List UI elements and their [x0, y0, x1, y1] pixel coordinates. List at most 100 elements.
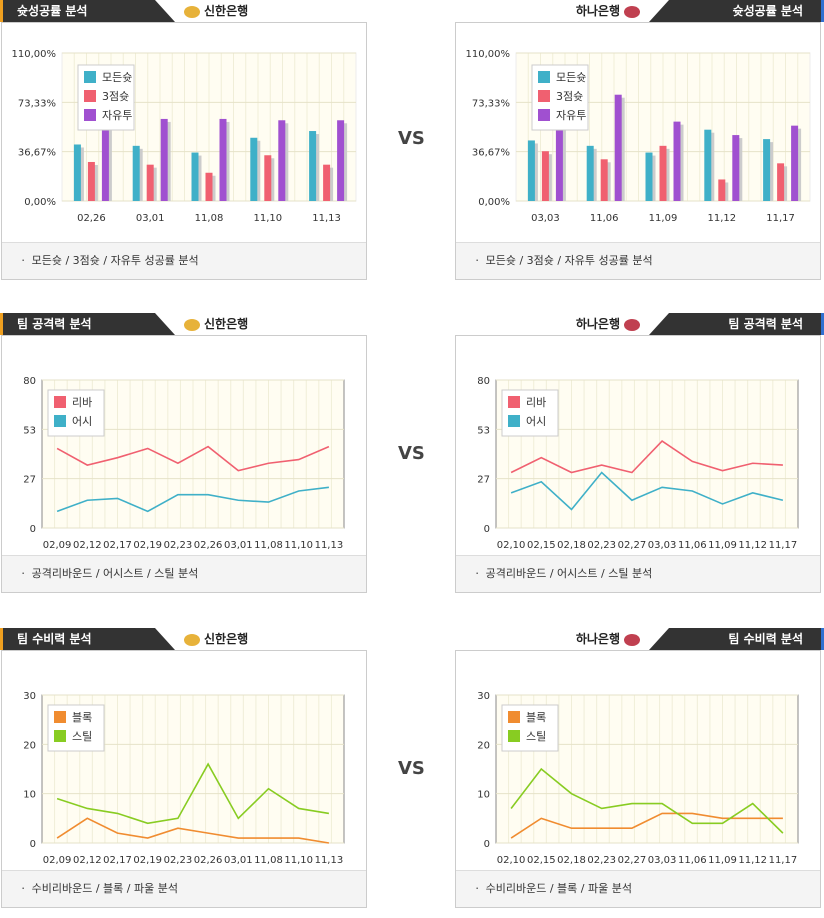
chart-caption: ㆍ 공격리바운드 / 어시스트 / 스틸 분석: [456, 555, 820, 592]
x-tick-label: 03,01: [136, 213, 165, 224]
legend-swatch: [84, 109, 96, 121]
y-tick-label: 30: [477, 691, 490, 702]
chart-caption: ㆍ 공격리바운드 / 어시스트 / 스틸 분석: [2, 555, 366, 592]
y-tick-label: 10: [477, 790, 490, 801]
chart-panel-left: 0 27 53 80 02,09 02,12 02,17 02,19 02,23 02,26 03,…: [1, 335, 367, 593]
bar: [527, 140, 535, 201]
x-tick-label: 02,23: [587, 540, 616, 551]
team-left: 신한은행: [180, 316, 248, 332]
y-tick-label: 0: [30, 524, 36, 535]
shinhan-logo-icon: [184, 318, 200, 331]
series-line: [56, 445, 330, 472]
y-tick-label: 73,33%: [18, 98, 56, 109]
x-tick-label: 11,06: [678, 855, 707, 866]
x-tick-label: 02,09: [43, 540, 72, 551]
section-title-right: 팀 공격력 분석: [649, 313, 824, 335]
legend-swatch: [84, 90, 96, 102]
x-tick-label: 02,10: [497, 540, 526, 551]
y-tick-label: 0: [30, 839, 36, 850]
x-tick-label: 11,09: [649, 213, 678, 224]
y-tick-label: 0,00%: [24, 197, 56, 208]
chart-panel-right: 0 27 53 80 02,10 02,15 02,18 02,23 02,27 03,03 11,…: [455, 335, 821, 593]
x-tick-label: 02,15: [527, 855, 556, 866]
y-tick-label: 20: [477, 740, 490, 751]
x-tick-label: 11,08: [195, 213, 224, 224]
chart-panel-right: 0,00% 36,67% 73,33% 110,00% 03,03 11,06 11,09 1…: [455, 22, 821, 280]
x-tick-label: 02,27: [618, 540, 647, 551]
x-tick-label: 02,19: [133, 855, 162, 866]
legend-label: 모든슛: [556, 71, 586, 84]
chart-caption: ㆍ 모든슛 / 3점슛 / 자유투 성공률 분석: [456, 242, 820, 279]
bar: [205, 172, 213, 201]
y-tick-label: 30: [23, 691, 36, 702]
section-title-left: 팀 수비력 분석: [0, 628, 175, 650]
bar: [541, 151, 549, 201]
series-line: [510, 812, 783, 839]
x-tick-label: 11,13: [312, 213, 341, 224]
series-line: [510, 471, 784, 511]
team-left: 신한은행: [180, 631, 248, 647]
legend-swatch: [54, 711, 66, 723]
bar: [87, 161, 95, 201]
chart-caption: ㆍ 수비리바운드 / 블록 / 파울 분석: [2, 870, 366, 907]
shooting-chart-right: 0,00% 36,67% 73,33% 110,00% 03,03 11,06 11,09 1…: [466, 49, 811, 224]
legend-swatch: [54, 415, 66, 427]
legend-label: 3점슛: [102, 90, 129, 103]
legend-label: 블록: [72, 711, 92, 724]
chart-caption: ㆍ 수비리바운드 / 블록 / 파울 분석: [456, 870, 820, 907]
y-tick-label: 0: [484, 524, 490, 535]
x-tick-label: 11,13: [315, 855, 344, 866]
x-tick-label: 11,17: [769, 540, 798, 551]
team-right-name: 하나은행: [575, 632, 620, 646]
x-tick-label: 02,17: [103, 855, 132, 866]
y-tick-label: 20: [23, 740, 36, 751]
x-tick-label: 02,27: [618, 855, 647, 866]
x-tick-label: 03,03: [531, 213, 560, 224]
defense-chart-left: 0 10 20 30 02,09 02,12 02,17 02,19 02,23 02,26 03,…: [23, 691, 345, 866]
x-tick-label: 02,26: [77, 213, 106, 224]
bar: [600, 159, 608, 201]
bar: [191, 152, 199, 201]
legend-swatch: [84, 71, 96, 83]
section-title-right: 슛성공률 분석: [649, 0, 824, 22]
x-tick-label: 02,15: [527, 540, 556, 551]
shooting-chart-left: 0,00% 36,67% 73,33% 110,00% 02,26 03,01 11,08 1…: [12, 49, 357, 224]
bar: [323, 164, 331, 201]
bar: [73, 144, 81, 201]
attack-section: 팀 공격력 분석 신한은행 하나은행 팀 공격력 분석 0 27 53 80 02,09…: [0, 313, 824, 603]
x-tick-label: 11,13: [315, 540, 344, 551]
team-left: 신한은행: [180, 3, 248, 19]
legend-swatch: [508, 730, 520, 742]
bar: [264, 155, 272, 201]
x-tick-label: 02,23: [164, 540, 193, 551]
x-tick-label: 11,06: [678, 540, 707, 551]
series-line: [56, 817, 330, 844]
legend-label: 자유투: [556, 109, 586, 122]
chart-panel-left: 0,00% 36,67% 73,33% 110,00% 02,26 03,01 11,08 1…: [1, 22, 367, 280]
y-tick-label: 0: [484, 839, 490, 850]
series-line: [56, 762, 330, 825]
bar: [146, 164, 154, 201]
y-tick-label: 27: [23, 475, 36, 486]
vs-label: VS: [398, 443, 425, 464]
legend-label: 어시: [526, 415, 546, 428]
bar: [278, 120, 286, 201]
hana-logo-icon: [624, 318, 640, 331]
bar: [777, 163, 785, 201]
y-tick-label: 27: [477, 475, 490, 486]
y-tick-label: 10: [23, 790, 36, 801]
section-title-left: 팀 공격력 분석: [0, 313, 175, 335]
bar: [132, 145, 140, 201]
y-tick-label: 0,00%: [478, 197, 510, 208]
defense-section: 팀 수비력 분석 신한은행 하나은행 팀 수비력 분석 0 10 20 30 02,09…: [0, 628, 824, 918]
hana-logo-icon: [624, 5, 640, 18]
legend-swatch: [538, 109, 550, 121]
x-tick-label: 02,18: [557, 540, 586, 551]
x-tick-label: 11,08: [254, 855, 283, 866]
x-tick-label: 02,23: [164, 855, 193, 866]
x-tick-label: 02,17: [103, 540, 132, 551]
team-right: 하나은행: [576, 316, 644, 332]
bar: [219, 118, 227, 201]
bar: [309, 131, 317, 201]
